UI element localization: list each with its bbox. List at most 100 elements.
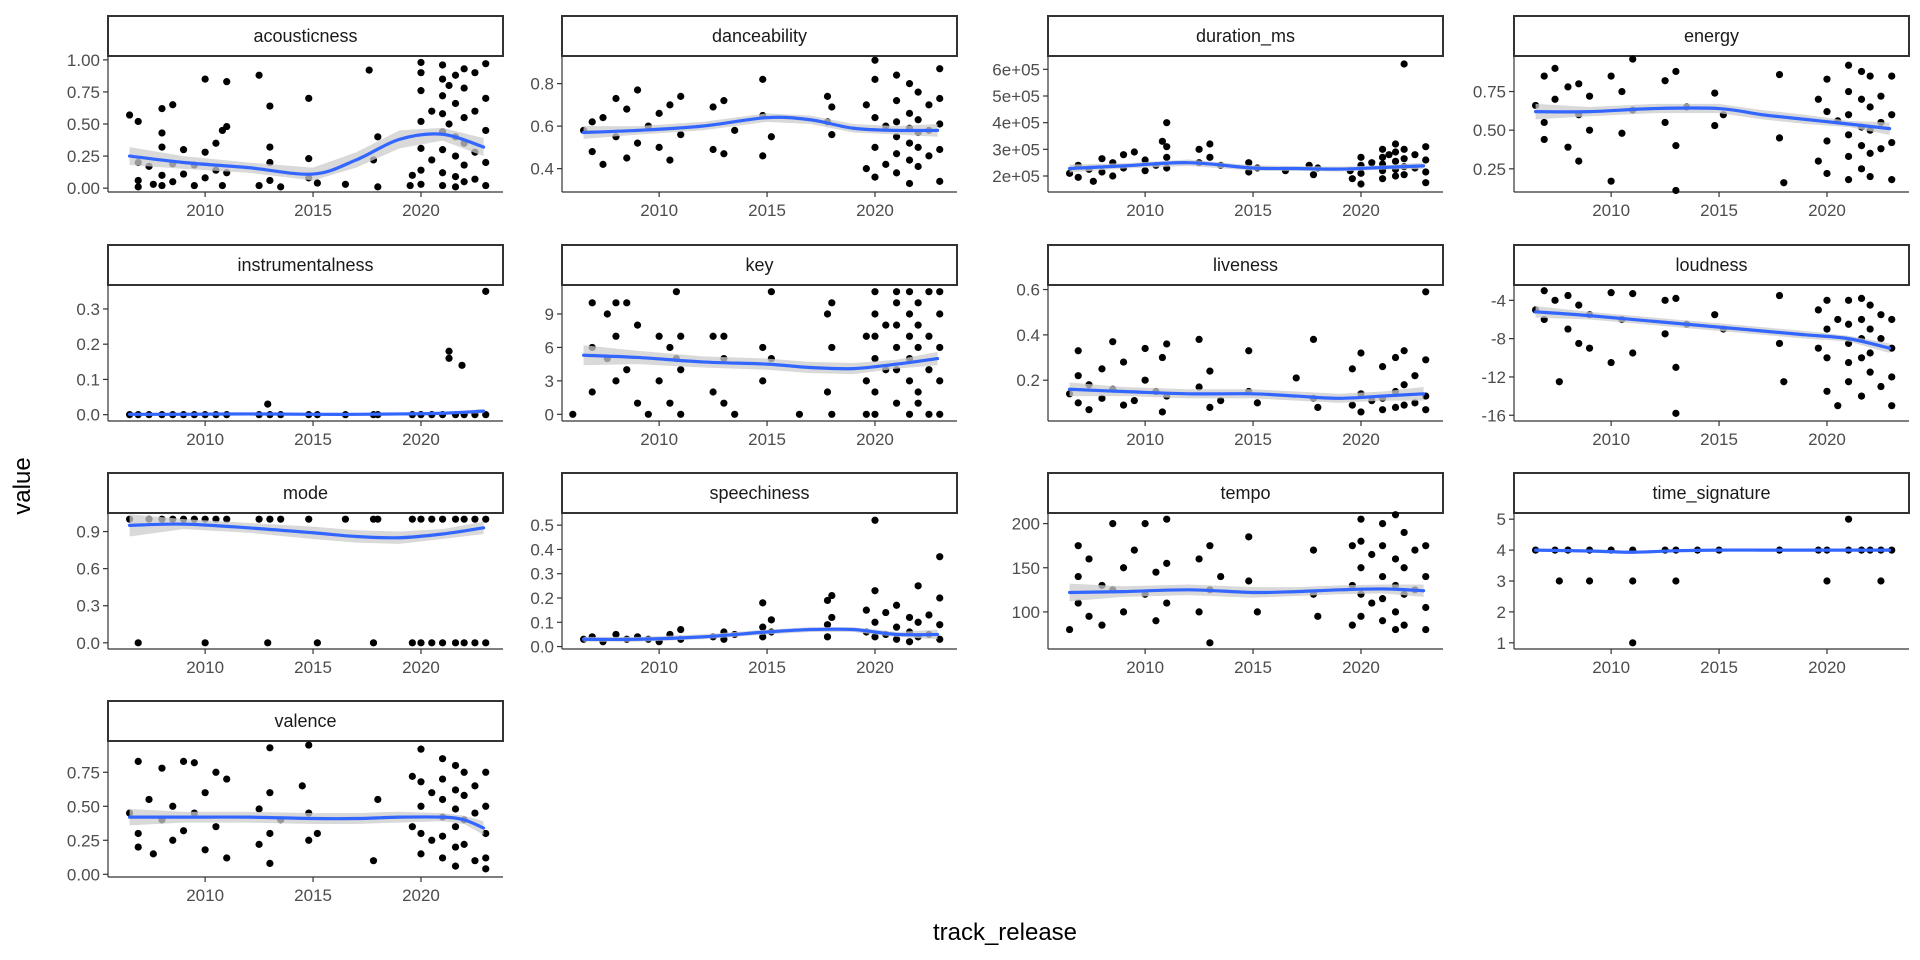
data-point bbox=[1540, 287, 1548, 295]
x-tick-label: 2010 bbox=[640, 430, 678, 449]
data-point bbox=[1888, 111, 1896, 119]
y-tick-label: 0.5 bbox=[530, 516, 554, 535]
data-point bbox=[169, 836, 177, 844]
data-point bbox=[1888, 402, 1896, 410]
data-point bbox=[914, 162, 922, 171]
data-point bbox=[655, 143, 663, 151]
data-point bbox=[677, 332, 685, 340]
data-point bbox=[438, 181, 447, 190]
data-point bbox=[1823, 354, 1831, 362]
data-point bbox=[1844, 320, 1853, 328]
data-point bbox=[482, 60, 490, 68]
smooth-line bbox=[127, 522, 486, 540]
data-point bbox=[1823, 169, 1831, 178]
data-point bbox=[277, 515, 285, 523]
data-point bbox=[438, 639, 447, 647]
data-point bbox=[408, 515, 416, 523]
data-point bbox=[374, 183, 382, 191]
data-point bbox=[1163, 559, 1171, 567]
data-point bbox=[1348, 365, 1356, 373]
data-point bbox=[759, 633, 767, 641]
data-point bbox=[1391, 403, 1400, 411]
data-point bbox=[1814, 157, 1822, 165]
y-tick-label: 6 bbox=[545, 338, 554, 357]
data-point bbox=[633, 399, 642, 407]
data-point bbox=[1551, 64, 1559, 72]
data-point bbox=[1564, 325, 1572, 333]
data-point bbox=[158, 171, 166, 179]
data-point bbox=[374, 795, 382, 804]
data-point bbox=[666, 101, 674, 109]
data-point bbox=[1400, 60, 1408, 68]
y-tick-label: -16 bbox=[1481, 406, 1506, 425]
data-point bbox=[1245, 533, 1253, 541]
data-point bbox=[1400, 621, 1408, 629]
smooth-line bbox=[127, 132, 486, 176]
data-point bbox=[871, 354, 879, 363]
data-point bbox=[482, 411, 490, 419]
data-point bbox=[1857, 142, 1866, 150]
data-point bbox=[905, 613, 914, 622]
data-point bbox=[767, 133, 775, 141]
confidence-band bbox=[129, 809, 484, 835]
facet-panel-liveness: liveness 0.2 0.4 0.6 2010 2015 2020 bbox=[1016, 244, 1444, 449]
facet-strip-label: speechiness bbox=[709, 483, 809, 503]
data-point bbox=[451, 99, 460, 108]
data-point bbox=[471, 515, 479, 523]
data-point bbox=[482, 854, 490, 862]
data-point bbox=[1866, 149, 1874, 157]
data-point bbox=[212, 139, 220, 147]
data-point bbox=[612, 299, 620, 307]
data-point bbox=[201, 789, 209, 797]
y-tick-label: 5 bbox=[1497, 510, 1506, 529]
data-point bbox=[451, 823, 460, 831]
data-point bbox=[1888, 315, 1896, 324]
facet-panel-acousticness: acousticness 0.00 0.25 0.50 0.75 1.00 2010 2015… bbox=[67, 15, 504, 220]
data-point bbox=[1292, 374, 1300, 382]
data-point bbox=[482, 158, 490, 167]
data-point bbox=[677, 366, 685, 374]
data-point bbox=[936, 594, 944, 602]
facet-strip bbox=[107, 244, 504, 286]
x-tick-label: 2015 bbox=[748, 430, 786, 449]
data-point bbox=[482, 829, 490, 838]
data-point bbox=[1158, 137, 1166, 145]
data-point bbox=[1775, 70, 1784, 79]
data-point bbox=[482, 287, 490, 295]
data-point bbox=[482, 126, 490, 135]
data-point bbox=[1245, 577, 1253, 585]
data-point bbox=[828, 591, 836, 600]
data-point bbox=[828, 103, 836, 111]
data-point bbox=[623, 105, 631, 113]
data-point bbox=[1391, 608, 1400, 616]
data-point bbox=[1400, 171, 1408, 179]
data-point bbox=[1888, 546, 1896, 554]
data-point bbox=[438, 515, 447, 523]
data-point bbox=[1098, 365, 1106, 373]
data-point bbox=[1422, 406, 1430, 414]
data-point bbox=[1206, 140, 1214, 148]
data-point bbox=[471, 857, 479, 865]
data-point bbox=[1195, 383, 1203, 391]
data-point bbox=[417, 829, 425, 838]
data-point bbox=[599, 114, 607, 122]
data-point bbox=[451, 843, 460, 851]
x-tick-label: 2020 bbox=[1342, 430, 1380, 449]
data-point bbox=[1309, 171, 1318, 179]
data-point bbox=[871, 288, 879, 296]
data-point bbox=[1378, 572, 1387, 581]
data-point bbox=[266, 515, 274, 523]
data-point bbox=[892, 288, 901, 296]
data-point bbox=[1391, 157, 1400, 165]
facet-strip bbox=[561, 472, 958, 514]
data-point bbox=[1195, 608, 1203, 616]
data-point bbox=[1857, 315, 1866, 324]
data-point bbox=[936, 310, 944, 318]
data-point bbox=[914, 143, 922, 151]
data-point bbox=[1888, 176, 1896, 184]
data-point bbox=[471, 809, 479, 817]
data-point bbox=[759, 152, 767, 160]
facet-strip-label: danceability bbox=[712, 26, 807, 46]
data-point bbox=[1400, 528, 1408, 537]
